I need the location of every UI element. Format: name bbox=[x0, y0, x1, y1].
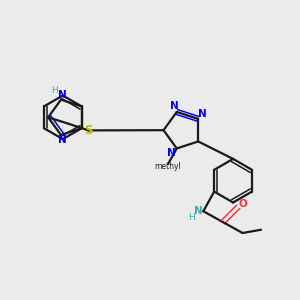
Text: N: N bbox=[194, 206, 203, 216]
Text: N: N bbox=[58, 135, 66, 145]
Text: S: S bbox=[84, 124, 93, 137]
Text: H: H bbox=[51, 86, 57, 95]
Text: methyl: methyl bbox=[155, 163, 182, 172]
Text: H: H bbox=[188, 213, 195, 222]
Text: O: O bbox=[239, 199, 248, 209]
Text: N: N bbox=[58, 90, 66, 100]
Text: N: N bbox=[170, 101, 179, 111]
Text: N: N bbox=[198, 109, 206, 119]
Text: N: N bbox=[167, 148, 176, 158]
